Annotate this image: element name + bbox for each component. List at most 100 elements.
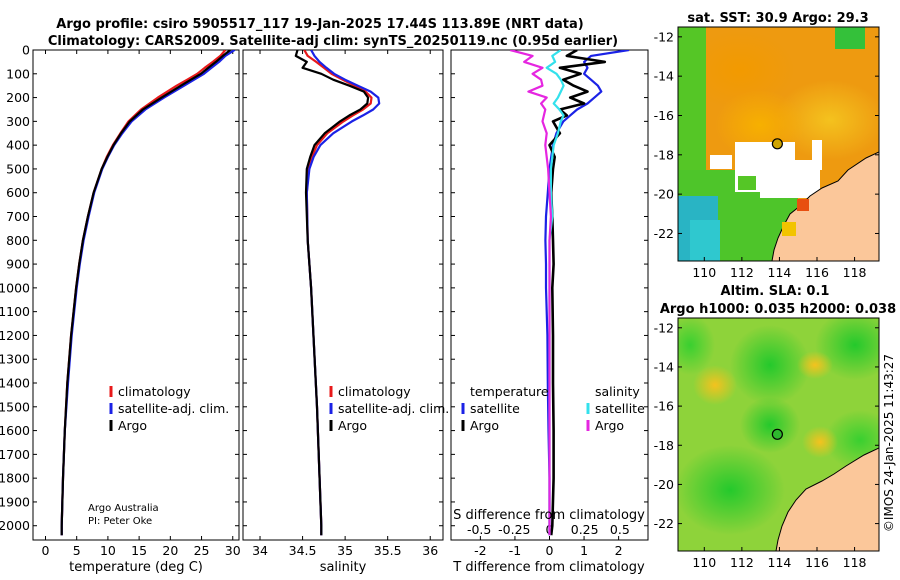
sla-high-patch [693, 365, 737, 405]
timestamp-text: ©IMOS 24-Jan-2025 11:43:27 [882, 354, 896, 532]
sla-map-title-line2: Argo h1000: 0.035 h2000: 0.038 [660, 302, 896, 317]
map-y-tick-label: -20 [654, 187, 674, 202]
depth-tick-label: 1400 [0, 376, 30, 391]
x-tick-label: 2 [615, 543, 623, 558]
s-difference-tick-labels: -0.5 -0.25 0 0.25 0.5 [467, 522, 630, 537]
x-tick-label: -1 [509, 543, 521, 558]
depth-tick-label: 800 [6, 233, 30, 248]
credit-text: Argo Australia [88, 503, 159, 514]
map-y-tick-label: -12 [654, 320, 674, 335]
depth-tick-label: 0 [22, 43, 30, 58]
map-y-tick-label: -18 [654, 438, 674, 453]
s-tick-label: 0.25 [571, 522, 599, 537]
depth-tick-label: 1100 [0, 304, 30, 319]
map-y-tick-label: -22 [654, 226, 674, 241]
map-x-tick-label: 110 [692, 265, 716, 280]
depth-tick-label: 1300 [0, 352, 30, 367]
map-x-tick-label: 112 [730, 555, 754, 570]
argo-line [294, 50, 370, 536]
sst-cloud-gap [710, 155, 732, 169]
sst-map-panel: sat. SST: 30.9 Argo: 29.3 110 112 114 116 11… [654, 11, 880, 280]
sst-warm-patch [775, 80, 879, 160]
difference-series [509, 50, 630, 536]
sst-cyan-patch [690, 220, 720, 261]
x-tick-label: 0 [546, 543, 554, 558]
legend-climatology-label: climatology [118, 384, 191, 399]
x-tick-label: 34.5 [289, 543, 317, 558]
depth-tick-label: 1500 [0, 399, 30, 414]
x-tick-label: 20 [162, 543, 178, 558]
s-tick-label: 0.5 [610, 522, 630, 537]
map-y-tick-label: -18 [654, 147, 674, 162]
sst-cloud-gap [760, 160, 820, 198]
depth-tick-label: 1200 [0, 328, 30, 343]
depth-tick-label: 1700 [0, 447, 30, 462]
depth-tick-label: 400 [6, 138, 30, 153]
map-y-tick-label: -14 [654, 69, 674, 84]
s-difference-label: S difference from climatology [453, 508, 645, 523]
sst-cloud-gap [812, 140, 822, 170]
temperature-tick-labels: 0 5 10 15 20 25 30 [42, 543, 241, 558]
depth-tick-label: 1600 [0, 423, 30, 438]
sla-high-patch [797, 351, 833, 379]
sla-low-patch [730, 325, 810, 405]
difference-legend: temperature satellite Argo salinity sate… [461, 384, 645, 433]
argo-line [60, 50, 231, 536]
sla-map-panel: Altim. SLA: 0.1 Argo h1000: 0.035 h2000:… [654, 284, 897, 570]
sst-warm-patch [685, 30, 795, 110]
map-y-tick-label: -12 [654, 29, 674, 44]
x-tick-label: 35.5 [374, 543, 402, 558]
depth-tick-label: 200 [6, 90, 30, 105]
sst-land [771, 151, 879, 261]
figure-title-line1: Argo profile: csiro 5905517_117 19-Jan-2… [56, 17, 583, 32]
map-x-tick-label: 110 [692, 555, 716, 570]
s-tick-label: -0.5 [467, 522, 491, 537]
depth-tick-label: 700 [6, 209, 30, 224]
sst-cloud-gap [738, 176, 756, 190]
map-x-tick-label: 116 [805, 265, 829, 280]
legend-argo-label: Argo [118, 418, 147, 433]
map-x-tick-label: 112 [730, 265, 754, 280]
legend-satellite-label: satellite-adj. clim. [338, 401, 449, 416]
temperature-series [60, 50, 236, 536]
depth-tick-label: 1900 [0, 494, 30, 509]
sla-land [775, 447, 879, 551]
depth-tick-label: 600 [6, 185, 30, 200]
difference-gridlines [451, 49, 648, 540]
legend-temperature-title: temperature [470, 384, 549, 399]
x-tick-label: 30 [225, 543, 241, 558]
pi-text: PI: Peter Oke [88, 516, 152, 527]
legend-climatology-label: climatology [338, 384, 411, 399]
sla-map-title-line1: Altim. SLA: 0.1 [721, 284, 830, 299]
legend-t-satellite-label: satellite [470, 401, 520, 416]
legend-argo-label: Argo [338, 418, 367, 433]
sst-map-title: sat. SST: 30.9 Argo: 29.3 [687, 11, 868, 26]
s-tick-label: -0.25 [498, 522, 530, 537]
salinity-argo-line [509, 50, 553, 536]
map-y-tick-label: -20 [654, 477, 674, 492]
x-tick-label: 5 [73, 543, 81, 558]
sla-low-patch [740, 397, 800, 453]
x-tick-label: 34 [252, 543, 268, 558]
x-tick-label: 25 [194, 543, 210, 558]
x-tick-label: 15 [131, 543, 147, 558]
map-x-tick-label: 114 [768, 265, 792, 280]
sst-map-frame [677, 26, 880, 262]
x-tick-label: -2 [474, 543, 486, 558]
x-tick-label: 1 [580, 543, 588, 558]
salinity-panel: 34 34.5 35 35.5 36 salinity climatology sate… [242, 49, 449, 575]
sla-float-marker [771, 428, 783, 440]
x-tick-label: 0 [42, 543, 50, 558]
map-x-tick-label: 118 [843, 265, 867, 280]
t-difference-xlabel: T difference from climatology [452, 560, 645, 575]
temperature-gridlines [33, 49, 239, 540]
salinity-axes [242, 49, 444, 541]
sst-coastal-warm [797, 199, 809, 211]
salinity-xlabel: salinity [320, 560, 367, 575]
depth-tick-label: 1800 [0, 471, 30, 486]
sla-low-patch [678, 318, 715, 375]
map-y-tick-label: -16 [654, 399, 674, 414]
sla-map-frame [677, 317, 880, 552]
sla-map-ticks: 110 112 114 116 118 -12 -14 -16 -18 -20 -22 [654, 320, 879, 570]
depth-tick-label: 300 [6, 114, 30, 129]
